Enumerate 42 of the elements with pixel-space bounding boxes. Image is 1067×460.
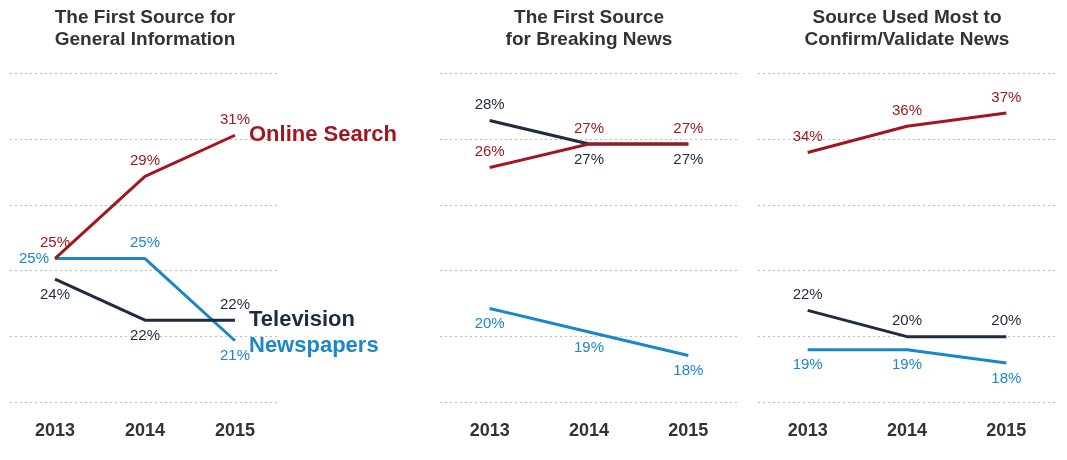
data-label: 20%: [474, 314, 505, 332]
data-label: 27%: [673, 149, 704, 167]
x-tick-label: 2014: [568, 420, 610, 441]
series-label: Online Search: [249, 121, 397, 147]
data-label: 25%: [18, 248, 49, 266]
data-label: 25%: [129, 233, 161, 251]
data-label: 18%: [991, 368, 1022, 386]
data-label: 27%: [573, 118, 605, 136]
data-label: 22%: [129, 325, 161, 343]
x-tick-label: 2013: [469, 420, 510, 441]
data-label: 24%: [39, 284, 71, 302]
data-label: 19%: [792, 355, 823, 373]
data-label: 26%: [474, 142, 505, 160]
data-label: 22%: [792, 284, 823, 302]
series-label: Newspapers: [249, 332, 379, 358]
x-tick-label: 2013: [787, 420, 828, 441]
data-label: 28%: [474, 95, 505, 113]
x-tick-label: 2013: [34, 420, 76, 441]
series-label: Television: [249, 306, 355, 332]
data-label: 37%: [991, 87, 1022, 105]
data-label: 31%: [219, 109, 251, 127]
x-tick-label: 2015: [668, 420, 709, 441]
x-tick-label: 2015: [986, 420, 1027, 441]
data-label: 29%: [129, 150, 161, 168]
data-label: 27%: [573, 149, 605, 167]
x-tick-label: 2014: [886, 420, 928, 441]
data-label: 34%: [792, 127, 823, 145]
data-label: 18%: [673, 361, 704, 379]
data-label: 25%: [39, 233, 71, 251]
x-tick-label: 2015: [214, 420, 256, 441]
chart-title: Source Used Most to Confirm/Validate News: [804, 5, 1010, 50]
chart-title: The First Source for Breaking News: [505, 5, 673, 50]
x-tick-label: 2014: [124, 420, 166, 441]
data-label: 20%: [991, 311, 1022, 329]
data-label: 27%: [673, 118, 704, 136]
data-label: 19%: [573, 337, 605, 355]
chart-title: The First Source for General Information: [54, 5, 236, 50]
data-label: 20%: [891, 311, 923, 329]
data-label: 36%: [891, 100, 923, 118]
data-label: 19%: [891, 355, 923, 373]
data-label: 22%: [219, 294, 251, 312]
data-label: 21%: [219, 346, 251, 364]
